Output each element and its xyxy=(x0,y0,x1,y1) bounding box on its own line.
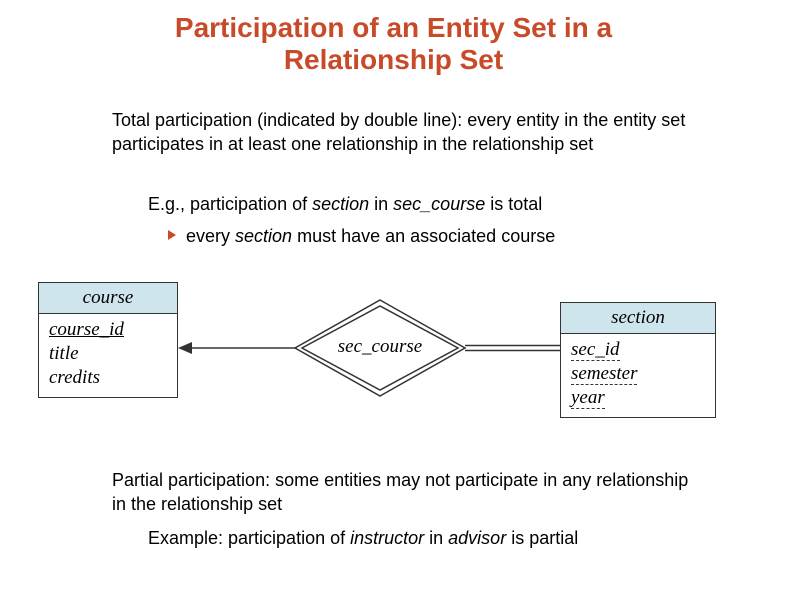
p2c: in xyxy=(369,194,393,214)
edge-right xyxy=(465,346,560,351)
course-attr-0: course_id xyxy=(49,318,167,342)
entity-section-attrs: sec_id semester year xyxy=(561,334,715,417)
para-example: Example: participation of instructor in … xyxy=(148,526,708,550)
section-attr-1: semester xyxy=(571,362,705,386)
edge-left xyxy=(178,342,295,354)
para-total-text: Total participation (indicated by double… xyxy=(112,110,685,154)
para-partial-text: Partial participation: some entities may… xyxy=(112,470,688,514)
entity-course-attrs: course_id title credits xyxy=(39,314,177,397)
p2e: is total xyxy=(485,194,542,214)
p3b: section xyxy=(235,226,292,246)
title-line1: Participation of an Entity Set in a xyxy=(0,12,787,44)
p5e: is partial xyxy=(506,528,578,548)
entity-course: course course_id title credits xyxy=(38,282,178,398)
entity-section-name: section xyxy=(611,307,665,328)
page-title: Participation of an Entity Set in a Rela… xyxy=(0,0,787,76)
relationship-label: sec_course xyxy=(320,336,440,358)
section-attr-2: year xyxy=(571,386,705,410)
p5d: advisor xyxy=(448,528,506,548)
title-line2: Relationship Set xyxy=(0,44,787,76)
p3a: every xyxy=(186,226,235,246)
p2b: section xyxy=(312,194,369,214)
p2a: E.g., participation of xyxy=(148,194,312,214)
entity-section-header: section xyxy=(561,303,715,334)
course-attr-2: credits xyxy=(49,366,167,390)
entity-section: section sec_id semester year xyxy=(560,302,716,418)
entity-course-header: course xyxy=(39,283,177,314)
p5a: Example: participation of xyxy=(148,528,350,548)
rel-name: sec_course xyxy=(338,336,422,357)
p2d: sec_course xyxy=(393,194,485,214)
p5b: instructor xyxy=(350,528,424,548)
para-eg: E.g., participation of section in sec_co… xyxy=(148,192,708,216)
para-every: every section must have an associated co… xyxy=(168,224,708,248)
course-attr-1: title xyxy=(49,342,167,366)
p3c: must have an associated course xyxy=(292,226,555,246)
para-total: Total participation (indicated by double… xyxy=(112,108,692,157)
entity-course-name: course xyxy=(83,287,134,308)
p3-wrap: every section must have an associated co… xyxy=(186,224,555,248)
section-attr-0: sec_id xyxy=(571,338,705,362)
triangle-bullet-icon xyxy=(168,230,176,240)
er-diagram: sec_course course course_id title credit… xyxy=(0,282,787,432)
p5c: in xyxy=(424,528,448,548)
para-partial: Partial participation: some entities may… xyxy=(112,468,692,517)
